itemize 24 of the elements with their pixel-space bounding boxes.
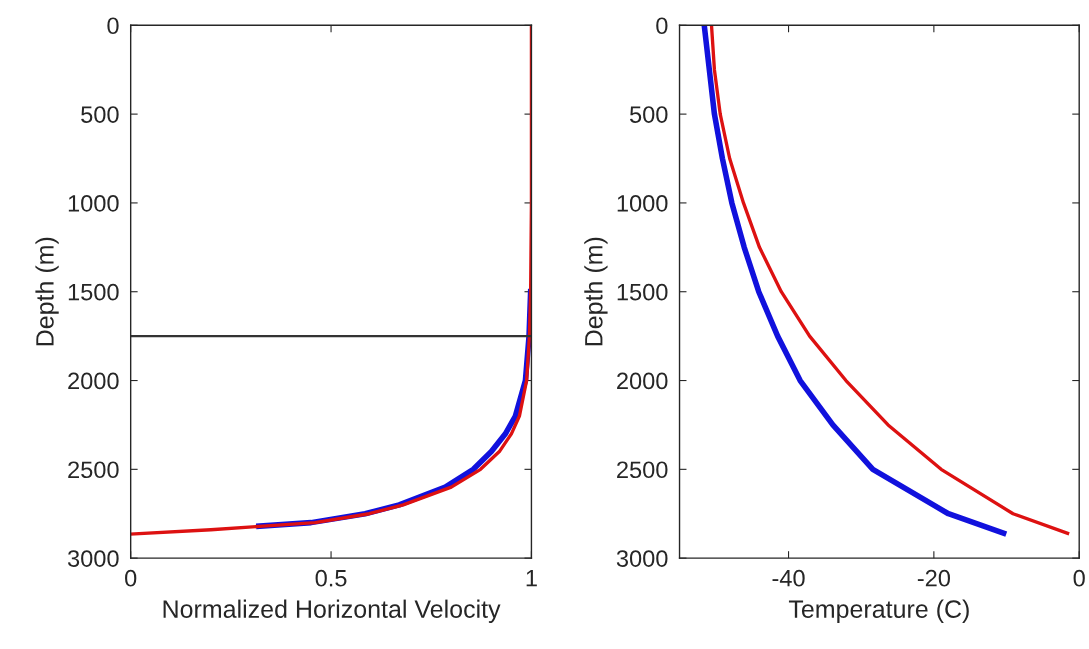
x-tick-label: 1 <box>526 570 537 587</box>
y-tick-label: 1500 <box>68 283 119 301</box>
x-tick-label: 0 <box>1073 569 1085 587</box>
y-tick-label: 1000 <box>68 194 119 212</box>
y-tick-label: 0 <box>656 17 668 35</box>
y-tick-label: 3000 <box>616 550 668 567</box>
y-tick-label: 2000 <box>68 372 119 390</box>
y-axis-title: Depth (m) <box>584 237 608 346</box>
x-tick-label: -40 <box>772 569 805 587</box>
x-tick-label: 0 <box>125 569 137 587</box>
y-tick-label: 1500 <box>617 283 668 301</box>
y-tick-label: 0 <box>107 17 119 35</box>
y-tick-label: 500 <box>629 106 668 123</box>
y-tick-label: 500 <box>81 106 119 123</box>
y-tick-label: 3000 <box>67 550 119 567</box>
x-tick-label: -20 <box>917 569 951 587</box>
y-tick-label: 1000 <box>617 194 668 212</box>
y-axis-title: Depth (m) <box>35 237 59 346</box>
x-axis-title: Temperature (C) <box>788 599 969 623</box>
y-tick-label: 2000 <box>617 372 668 390</box>
x-axis-title: Normalized Horizontal Velocity <box>163 599 501 623</box>
x-tick-label: 0.5 <box>315 569 347 587</box>
y-tick-label: 2500 <box>68 461 119 479</box>
y-tick-label: 2500 <box>617 461 668 479</box>
